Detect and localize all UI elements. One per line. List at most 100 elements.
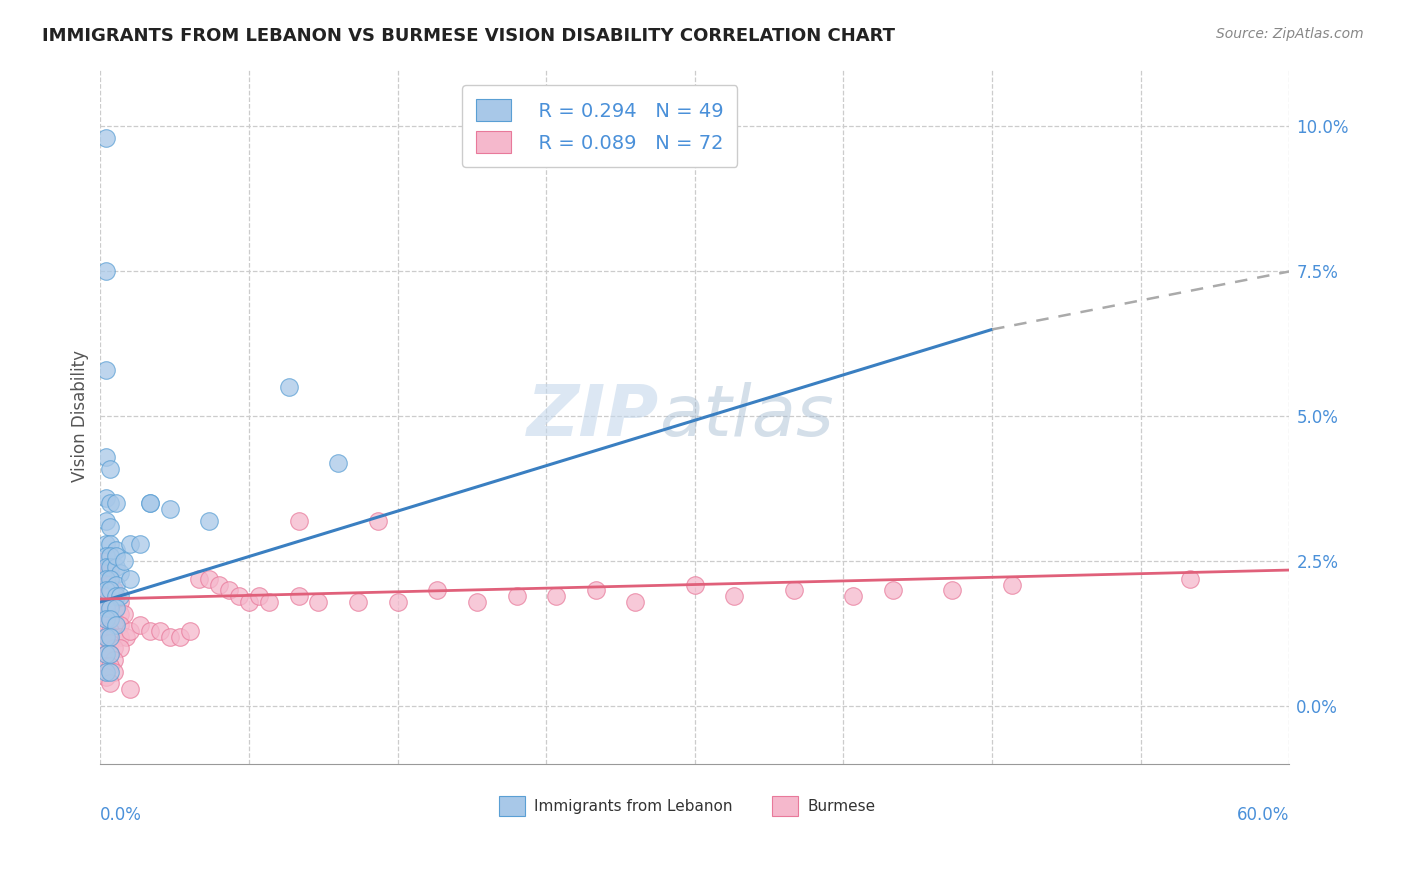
Y-axis label: Vision Disability: Vision Disability — [72, 351, 89, 483]
Point — [783, 583, 806, 598]
Point — [96, 537, 118, 551]
Point — [1180, 572, 1202, 586]
Point — [179, 624, 201, 638]
Point — [97, 560, 120, 574]
Point — [129, 618, 152, 632]
Point — [103, 583, 125, 598]
Point — [120, 537, 142, 551]
Point — [426, 583, 449, 598]
Point — [139, 624, 162, 638]
Point — [105, 600, 128, 615]
Point — [505, 589, 527, 603]
Point — [98, 658, 121, 673]
Point — [103, 641, 125, 656]
Point — [98, 461, 121, 475]
Point — [96, 630, 118, 644]
Point — [98, 566, 121, 580]
Point — [328, 456, 350, 470]
Point — [112, 607, 135, 621]
Point — [159, 502, 181, 516]
Point — [96, 612, 118, 626]
Point — [277, 380, 299, 394]
Point — [120, 572, 142, 586]
Point — [108, 566, 131, 580]
Point — [93, 554, 115, 568]
Point — [287, 514, 309, 528]
Point — [98, 630, 121, 644]
Point — [139, 496, 162, 510]
Point — [98, 600, 121, 615]
Point — [624, 595, 647, 609]
Point — [96, 670, 118, 684]
Point — [98, 612, 121, 626]
Point — [105, 542, 128, 557]
Point — [103, 630, 125, 644]
Point — [105, 560, 128, 574]
Point — [96, 647, 118, 661]
Point — [96, 572, 118, 586]
Point — [108, 641, 131, 656]
Point — [98, 647, 121, 661]
Point — [98, 635, 121, 649]
Point — [98, 560, 121, 574]
Point — [96, 647, 118, 661]
Point — [98, 583, 121, 598]
Point — [98, 589, 121, 603]
Point — [96, 450, 118, 464]
Point — [98, 577, 121, 591]
Point — [218, 583, 240, 598]
Point — [98, 600, 121, 615]
Point — [129, 537, 152, 551]
Point — [257, 595, 280, 609]
Point — [96, 514, 118, 528]
Text: ZIP: ZIP — [527, 382, 659, 450]
Point — [98, 572, 121, 586]
Point — [159, 630, 181, 644]
Point — [96, 635, 118, 649]
Point — [103, 665, 125, 679]
Point — [98, 549, 121, 563]
Point — [120, 681, 142, 696]
Point — [96, 600, 118, 615]
Point — [842, 589, 865, 603]
Point — [96, 589, 118, 603]
Point — [882, 583, 904, 598]
Point — [188, 572, 211, 586]
Point — [96, 491, 118, 505]
Point — [723, 589, 745, 603]
FancyBboxPatch shape — [499, 796, 524, 816]
Point — [96, 612, 118, 626]
Point — [105, 618, 128, 632]
Point — [198, 572, 221, 586]
Point — [208, 577, 231, 591]
Point — [98, 647, 121, 661]
Point — [546, 589, 568, 603]
Point — [103, 653, 125, 667]
Point — [103, 618, 125, 632]
Point — [465, 595, 488, 609]
FancyBboxPatch shape — [772, 796, 799, 816]
Point — [115, 630, 138, 644]
Point — [105, 589, 128, 603]
Text: Immigrants from Lebanon: Immigrants from Lebanon — [534, 798, 733, 814]
Point — [96, 658, 118, 673]
Point — [387, 595, 409, 609]
Point — [108, 589, 131, 603]
Point — [98, 537, 121, 551]
Point — [98, 612, 121, 626]
Point — [198, 514, 221, 528]
Text: 0.0%: 0.0% — [100, 806, 142, 824]
Point — [585, 583, 607, 598]
Text: IMMIGRANTS FROM LEBANON VS BURMESE VISION DISABILITY CORRELATION CHART: IMMIGRANTS FROM LEBANON VS BURMESE VISIO… — [42, 27, 896, 45]
Point — [108, 607, 131, 621]
Point — [108, 595, 131, 609]
Point — [96, 560, 118, 574]
Point — [98, 676, 121, 690]
Point — [112, 554, 135, 568]
Text: 60.0%: 60.0% — [1237, 806, 1289, 824]
Point — [683, 577, 706, 591]
Point — [347, 595, 370, 609]
Point — [98, 496, 121, 510]
Point — [96, 665, 118, 679]
Point — [96, 624, 118, 638]
